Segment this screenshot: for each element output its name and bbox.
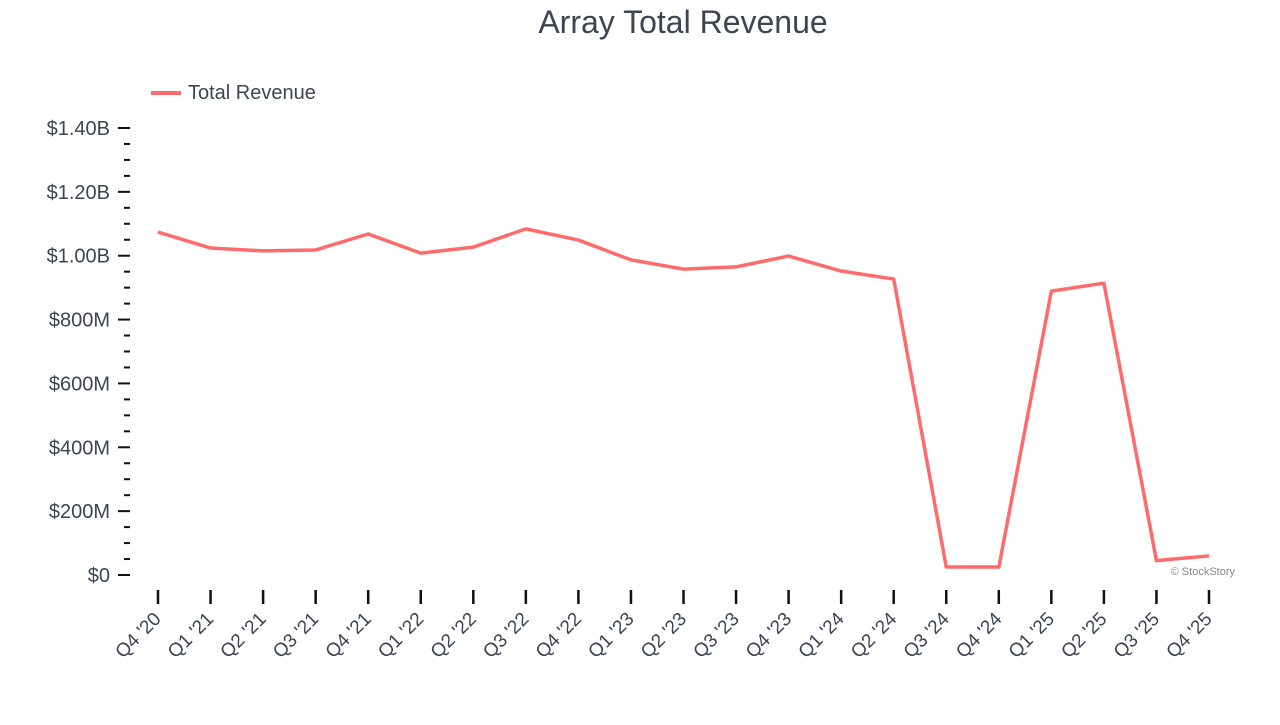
x-tick-label: Q3 '21 <box>269 609 323 663</box>
chart-title: Array Total Revenue <box>538 4 827 40</box>
x-tick-label: Q1 '21 <box>164 609 218 663</box>
x-tick-label: Q1 '25 <box>1005 609 1059 663</box>
legend: Total Revenue <box>151 82 316 104</box>
x-tick-label: Q4 '24 <box>952 608 1006 662</box>
y-tick-label: $1.40B <box>47 118 110 140</box>
y-tick-label: $200M <box>49 501 110 523</box>
series-line-total-revenue <box>158 229 1209 567</box>
y-tick-label: $400M <box>49 437 110 459</box>
y-tick-label: $800M <box>49 310 110 332</box>
x-tick-label: Q2 '21 <box>217 609 271 663</box>
x-tick-label: Q3 '23 <box>690 609 744 663</box>
x-tick-label: Q4 '25 <box>1163 609 1217 663</box>
x-tick-label: Q4 '21 <box>322 609 376 663</box>
x-tick-label: Q3 '22 <box>479 609 533 663</box>
x-tick-label: Q1 '24 <box>795 608 849 662</box>
y-tick-label: $0 <box>88 565 110 587</box>
plot-area <box>158 229 1209 567</box>
x-tick-label: Q4 '20 <box>112 609 166 663</box>
x-tick-label: Q3 '24 <box>900 608 954 662</box>
x-tick-label: Q1 '22 <box>374 609 428 663</box>
x-tick-label: Q3 '25 <box>1110 609 1164 663</box>
x-tick-label: Q2 '25 <box>1057 609 1111 663</box>
x-tick-label: Q2 '23 <box>637 609 691 663</box>
x-tick-label: Q2 '24 <box>847 608 901 662</box>
legend-label: Total Revenue <box>188 82 316 104</box>
x-tick-label: Q4 '22 <box>532 609 586 663</box>
y-axis: $0 $200M $400M $600M $800M $1.00B $1.20B $1.40B <box>47 118 130 587</box>
y-tick-label: $1.20B <box>47 182 110 204</box>
x-tick-label: Q1 '23 <box>584 609 638 663</box>
y-tick-label: $600M <box>49 373 110 395</box>
x-tick-label: Q4 '23 <box>742 609 796 663</box>
y-tick-label: $1.00B <box>47 246 110 268</box>
x-tick-label: Q2 '22 <box>427 609 481 663</box>
watermark: © StockStory <box>1171 566 1236 578</box>
